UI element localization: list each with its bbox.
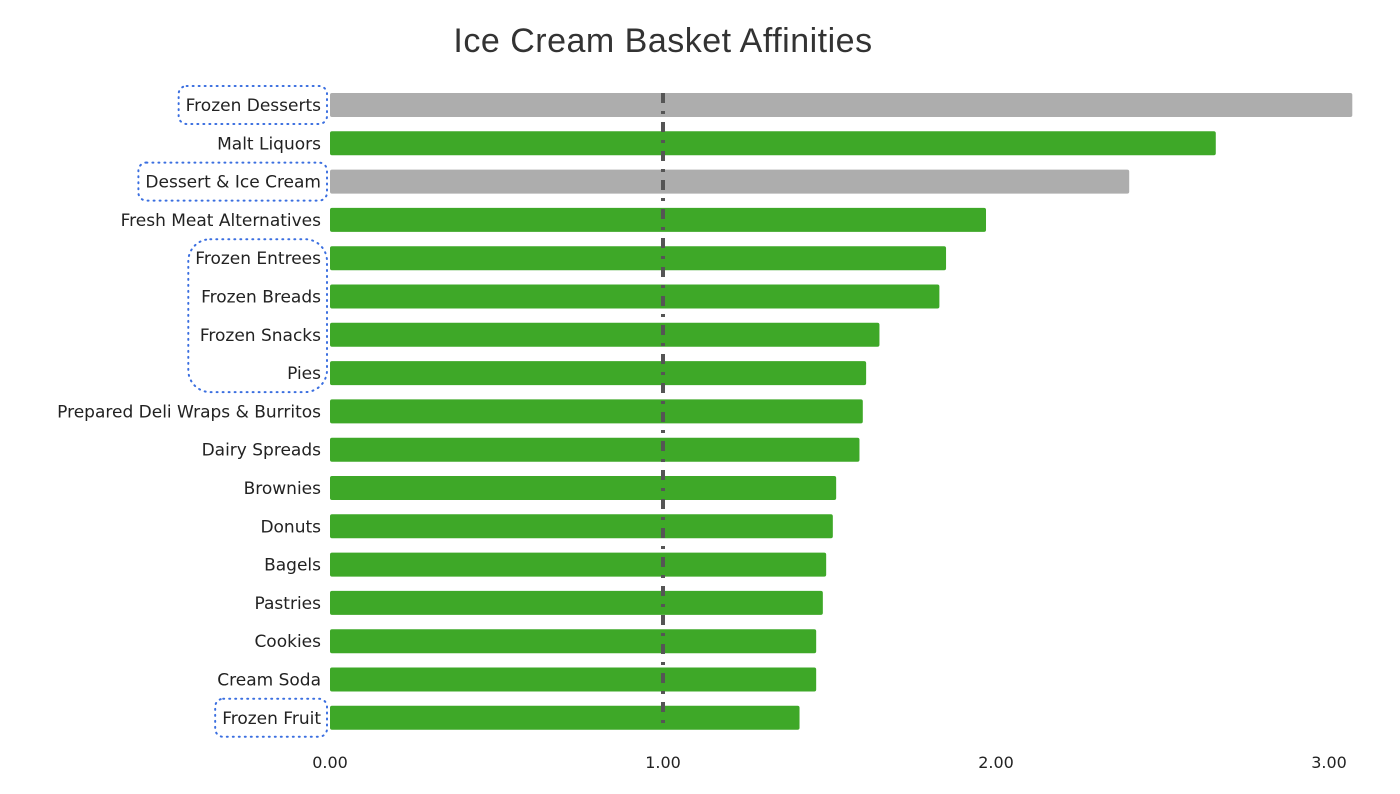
bar <box>330 207 987 232</box>
bar <box>330 629 817 654</box>
category-label: Fresh Meat Alternatives <box>121 211 322 231</box>
category-label: Pastries <box>255 594 322 614</box>
bar <box>330 93 1353 117</box>
bar <box>330 131 1216 156</box>
category-label: Pies <box>287 364 321 384</box>
bar <box>330 514 833 539</box>
bar <box>330 246 947 271</box>
label-highlight-box <box>177 85 328 125</box>
category-label: Cream Soda <box>217 671 321 691</box>
bar <box>330 476 837 500</box>
category-label: Malt Liquors <box>217 134 321 154</box>
bar <box>330 705 800 730</box>
category-label: Frozen Snacks <box>200 326 321 346</box>
category-label: Frozen Fruit <box>222 709 321 729</box>
category-label: Frozen Desserts <box>186 96 321 116</box>
x-tick-label: 1.00 <box>645 753 681 772</box>
x-tick-label: 0.00 <box>312 753 348 772</box>
category-label: Donuts <box>260 517 321 537</box>
category-label: Dessert & Ice Cream <box>145 173 321 193</box>
bar <box>330 322 880 347</box>
bar <box>330 552 827 577</box>
category-label: Cookies <box>254 632 321 652</box>
bar <box>330 361 867 386</box>
label-highlight-box <box>137 161 328 202</box>
category-label: Bagels <box>264 556 321 576</box>
bar <box>330 590 823 615</box>
category-label: Prepared Deli Wraps & Burritos <box>57 402 321 422</box>
category-label: Frozen Breads <box>201 288 321 308</box>
bar <box>330 437 860 462</box>
chart-title: Ice Cream Basket Affinities <box>453 22 873 60</box>
category-label: Dairy Spreads <box>202 441 322 461</box>
bar <box>330 399 863 424</box>
category-label: Brownies <box>244 479 322 499</box>
bar <box>330 169 1130 194</box>
label-highlight-box <box>187 238 328 394</box>
category-label: Frozen Entrees <box>195 249 321 269</box>
x-tick-label: 2.00 <box>978 753 1014 772</box>
label-highlight-box <box>214 697 328 738</box>
x-tick-label: 3.00 <box>1311 753 1347 772</box>
bar <box>330 667 817 692</box>
bar <box>330 284 940 309</box>
